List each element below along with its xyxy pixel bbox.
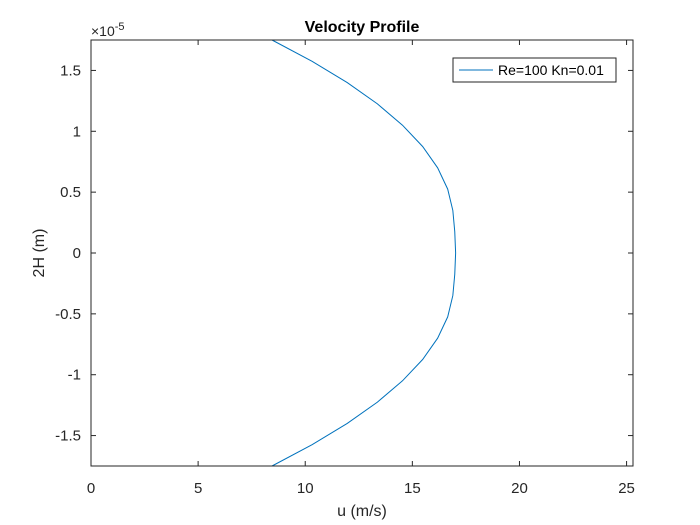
- y-axis-label: 2H (m): [31, 229, 48, 278]
- y-exponent-base: ×10: [91, 23, 115, 39]
- x-tick-label: 0: [87, 480, 95, 497]
- x-tick-label: 25: [618, 480, 635, 497]
- y-tick-label: -0.5: [55, 306, 81, 323]
- y-tick-label: 0: [73, 245, 81, 262]
- y-exponent-power: -5: [115, 21, 125, 33]
- legend: Re=100 Kn=0.01: [452, 57, 617, 83]
- chart-title: Velocity Profile: [305, 19, 420, 36]
- y-axis-ticks: -1.5 -1 -0.5 0 0.5 1 1.5: [55, 62, 633, 445]
- x-tick-label: 20: [511, 480, 528, 497]
- legend-entry-label: Re=100 Kn=0.01: [498, 62, 604, 78]
- x-tick-label: 10: [297, 480, 314, 497]
- y-tick-label: -1: [68, 367, 81, 384]
- y-tick-label: 0.5: [60, 184, 81, 201]
- plot-frame: [90, 39, 634, 467]
- x-axis-label: u (m/s): [337, 503, 387, 520]
- y-tick-label: 1.5: [60, 62, 81, 79]
- y-tick-label: 1: [73, 123, 81, 140]
- y-tick-label: -1.5: [55, 428, 81, 445]
- x-axis-ticks: 0 5 10 15 20 25: [87, 40, 635, 497]
- x-tick-label: 5: [194, 480, 202, 497]
- x-tick-label: 15: [404, 480, 421, 497]
- y-exponent-label: ×10-5: [91, 21, 125, 39]
- plot-area: [91, 40, 633, 466]
- series-line: [271, 39, 457, 467]
